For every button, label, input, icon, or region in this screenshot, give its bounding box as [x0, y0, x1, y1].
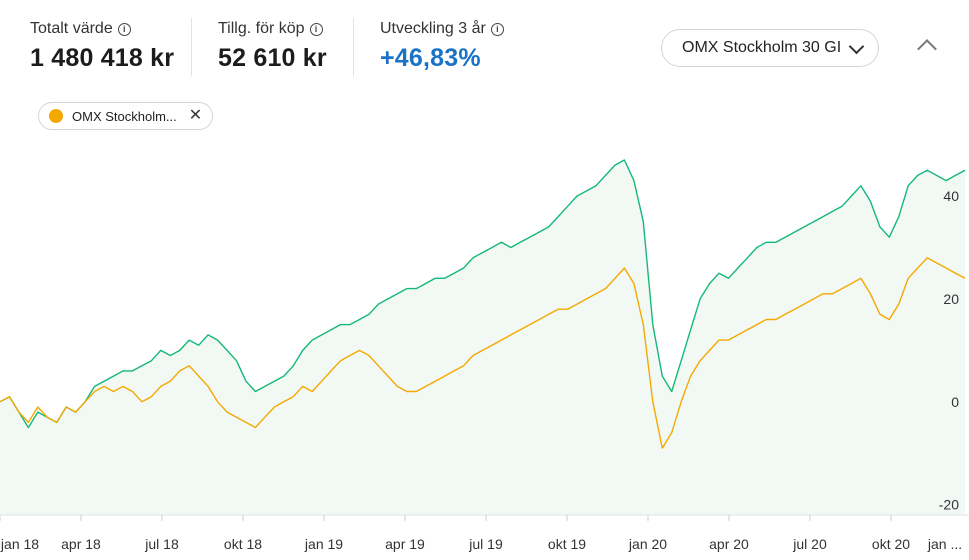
close-icon[interactable]: ✕ — [188, 107, 203, 124]
stat-value: 1 480 418 kr — [30, 44, 175, 72]
portfolio-line — [0, 159, 966, 429]
index-line — [0, 257, 966, 449]
y-tick-label: -20 — [939, 497, 959, 513]
index-select[interactable]: OMX Stockholm 30 GI — [661, 29, 879, 67]
stat-development: Utveckling 3 år i +46,83% — [380, 20, 504, 73]
x-tick-label: jan 19 — [304, 536, 343, 552]
stat-label: Utveckling 3 år — [380, 20, 486, 37]
legend-dot — [49, 109, 63, 123]
performance-chart[interactable]: jan 18 apr 18 jul 18 okt 18 jan 19 apr 19 jul … — [0, 150, 969, 560]
info-icon[interactable]: i — [117, 22, 131, 36]
stat-label: Totalt värde — [30, 20, 113, 37]
y-tick-label: 40 — [943, 188, 959, 204]
info-icon[interactable]: i — [490, 22, 504, 36]
x-tick-label: jan 20 — [628, 536, 667, 552]
stat-total-value: Totalt värde i 1 480 418 kr — [30, 20, 174, 73]
index-chip[interactable]: OMX Stockholm... ✕ — [38, 102, 214, 130]
x-tick-label: apr 18 — [61, 536, 101, 552]
stat-label: Tillg. för köp — [218, 20, 305, 37]
index-select-value: OMX Stockholm 30 GI — [682, 39, 842, 56]
x-tick-label: okt 18 — [224, 536, 262, 552]
y-tick-label: 0 — [951, 394, 959, 410]
stat-value: +46,83% — [380, 44, 481, 72]
divider — [353, 18, 354, 76]
y-tick-label: 20 — [943, 291, 959, 307]
chip-label: OMX Stockholm... — [72, 108, 177, 124]
x-tick-label: jul 20 — [792, 536, 827, 552]
chevron-down-icon — [848, 38, 865, 55]
x-tick-label: apr 19 — [385, 536, 425, 552]
x-tick-label: jan ... — [927, 536, 962, 552]
divider — [191, 18, 192, 76]
portfolio-area — [0, 160, 965, 515]
info-icon[interactable]: i — [309, 22, 323, 36]
x-tick-label: jan 18 — [0, 536, 39, 552]
stat-available: Tillg. för köp i 52 610 kr — [218, 20, 327, 73]
x-tick-label: okt 20 — [872, 536, 910, 552]
stat-value: 52 610 kr — [218, 44, 327, 72]
x-tick-label: jul 18 — [144, 536, 179, 552]
x-tick-label: okt 19 — [548, 536, 586, 552]
summary-stats: Totalt värde i 1 480 418 kr Tillg. för k… — [0, 0, 969, 90]
x-tick-label: jul 19 — [468, 536, 503, 552]
x-tick-label: apr 20 — [709, 536, 749, 552]
